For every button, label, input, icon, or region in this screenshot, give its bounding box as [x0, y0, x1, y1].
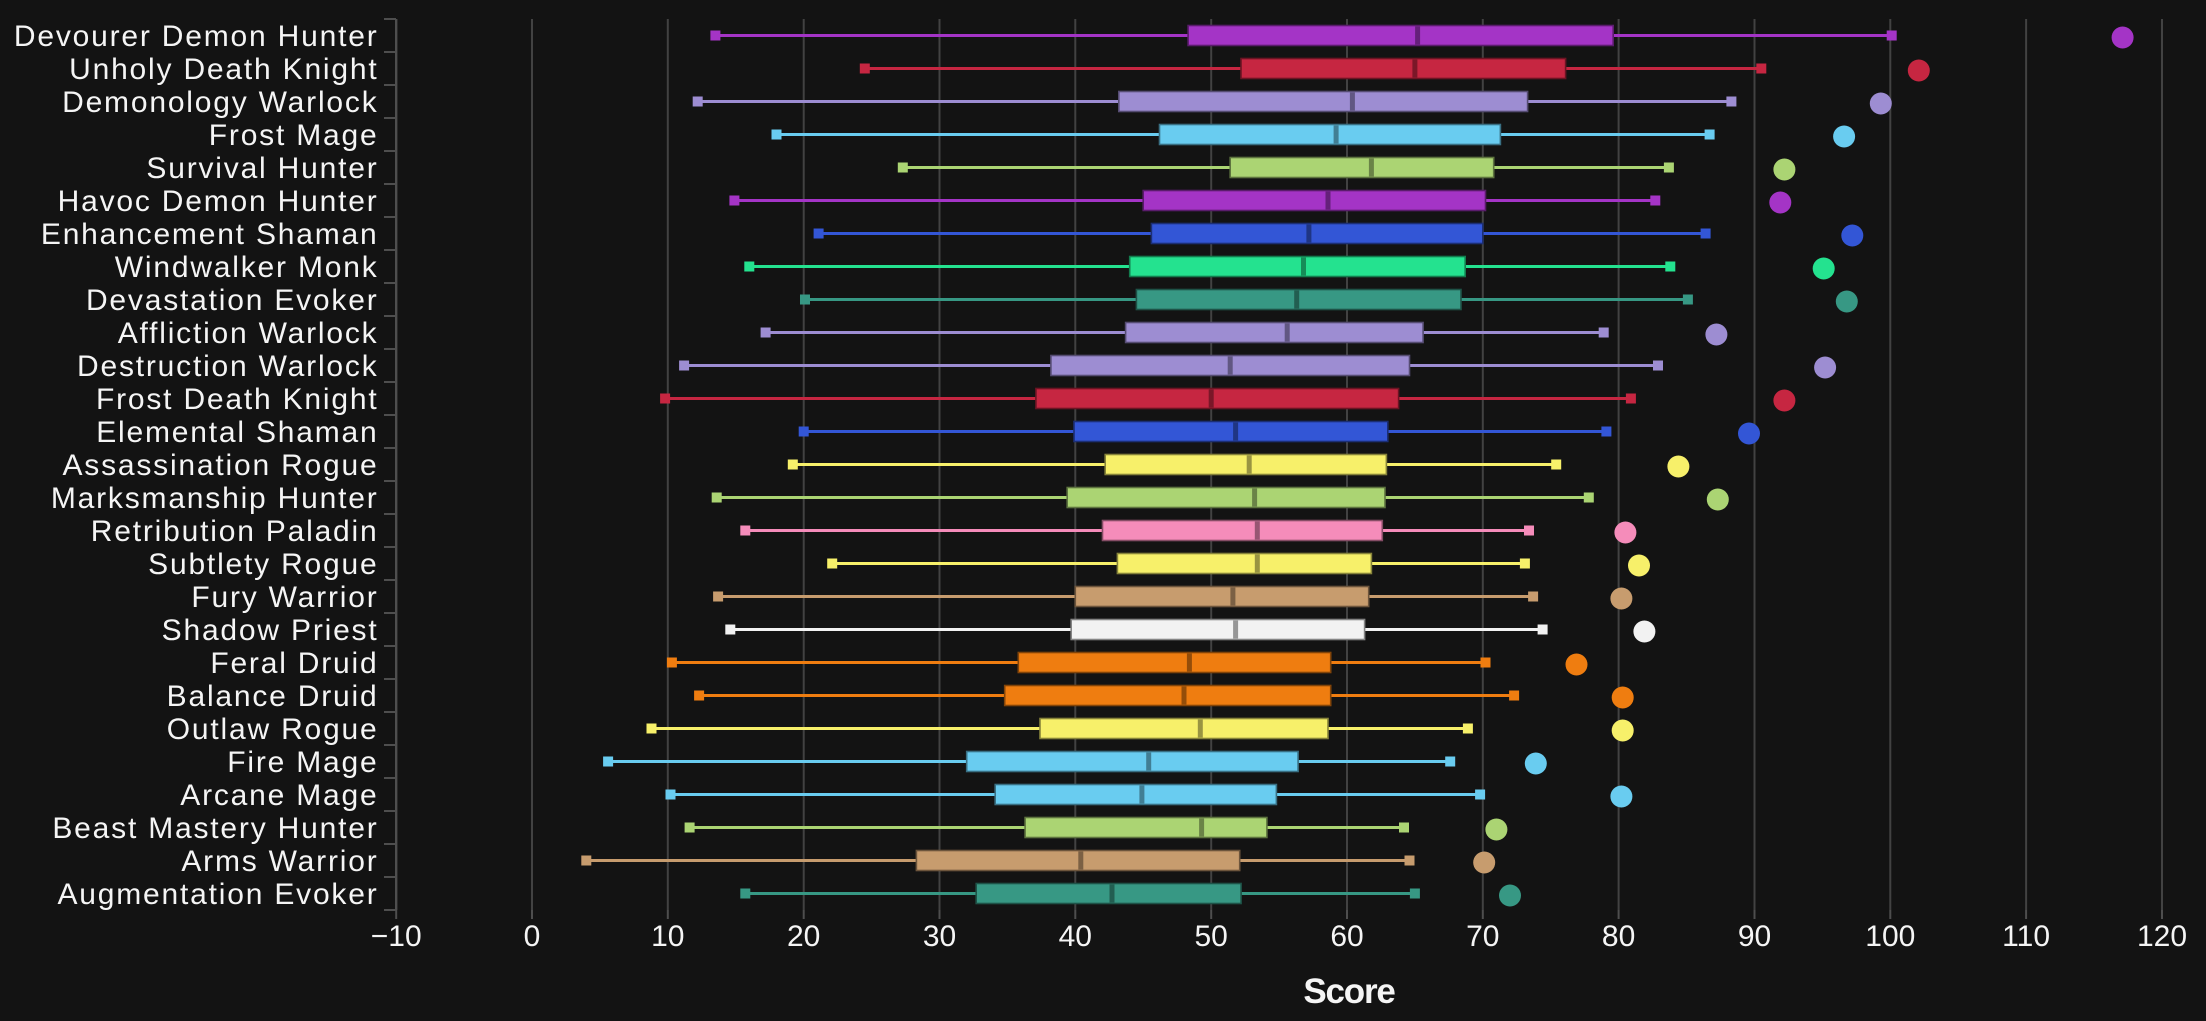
svg-text:60: 60 — [1330, 920, 1363, 953]
svg-text:90: 90 — [1738, 920, 1771, 953]
svg-text:Windwalker Monk: Windwalker Monk — [115, 251, 379, 284]
svg-text:Devastation Evoker: Devastation Evoker — [86, 284, 379, 317]
svg-text:40: 40 — [1059, 920, 1092, 953]
svg-text:Enhancement Shaman: Enhancement Shaman — [41, 218, 379, 251]
svg-text:Destruction Warlock: Destruction Warlock — [77, 350, 379, 383]
svg-text:Subtlety Rogue: Subtlety Rogue — [148, 548, 378, 581]
svg-text:Balance Druid: Balance Druid — [167, 680, 379, 713]
svg-text:Elemental Shaman: Elemental Shaman — [96, 416, 378, 449]
svg-text:Shadow Priest: Shadow Priest — [162, 614, 379, 647]
svg-text:Arcane Mage: Arcane Mage — [180, 779, 378, 812]
svg-text:110: 110 — [2002, 920, 2050, 953]
svg-text:Marksmanship Hunter: Marksmanship Hunter — [51, 482, 379, 515]
svg-text:70: 70 — [1466, 920, 1499, 953]
svg-text:Unholy Death Knight: Unholy Death Knight — [69, 53, 378, 86]
svg-text:Augmentation Evoker: Augmentation Evoker — [57, 878, 378, 911]
svg-text:80: 80 — [1602, 920, 1635, 953]
svg-text:Fire Mage: Fire Mage — [227, 746, 378, 779]
svg-text:20: 20 — [787, 920, 820, 953]
svg-text:Beast Mastery Hunter: Beast Mastery Hunter — [52, 812, 378, 845]
svg-text:Fury Warrior: Fury Warrior — [191, 581, 378, 614]
svg-text:Affliction Warlock: Affliction Warlock — [118, 317, 379, 350]
svg-text:Demonology Warlock: Demonology Warlock — [62, 86, 378, 119]
svg-text:Devourer Demon Hunter: Devourer Demon Hunter — [14, 20, 379, 53]
svg-text:Havoc Demon Hunter: Havoc Demon Hunter — [58, 185, 379, 218]
svg-text:Frost Mage: Frost Mage — [209, 119, 379, 152]
svg-text:Score: Score — [1303, 972, 1395, 1011]
svg-text:100: 100 — [1865, 920, 1915, 953]
svg-text:120: 120 — [2137, 920, 2187, 953]
svg-text:Outlaw Rogue: Outlaw Rogue — [167, 713, 379, 746]
svg-text:30: 30 — [923, 920, 956, 953]
svg-text:0: 0 — [524, 920, 541, 953]
svg-text:Retribution Paladin: Retribution Paladin — [91, 515, 379, 548]
svg-text:Assassination Rogue: Assassination Rogue — [62, 449, 378, 482]
svg-text:Survival Hunter: Survival Hunter — [146, 152, 378, 185]
svg-text:−10: −10 — [371, 920, 422, 953]
svg-text:Frost Death Knight: Frost Death Knight — [96, 383, 379, 416]
svg-text:Arms Warrior: Arms Warrior — [181, 845, 378, 878]
svg-text:10: 10 — [651, 920, 684, 953]
svg-text:Feral Druid: Feral Druid — [210, 647, 378, 680]
svg-text:50: 50 — [1195, 920, 1228, 953]
